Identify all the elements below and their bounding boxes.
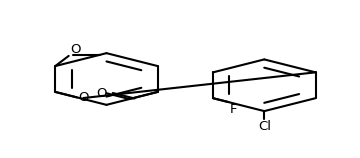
Text: O: O [70,43,80,56]
Text: F: F [230,103,238,115]
Text: O: O [96,87,107,100]
Text: O: O [78,91,89,104]
Text: Cl: Cl [258,120,271,133]
